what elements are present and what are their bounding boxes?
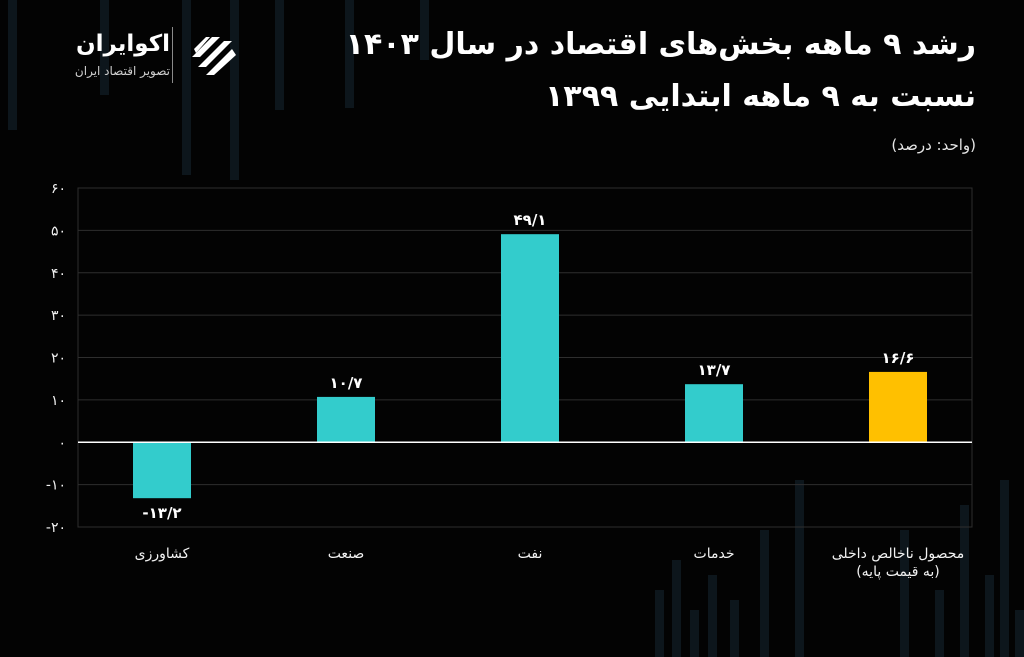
y-tick-label: ۳۰ [51, 308, 66, 324]
background-bar [230, 0, 239, 180]
data-label: ۱۶/۶ [882, 349, 915, 367]
background-bar [690, 610, 699, 657]
background-bar [985, 575, 994, 657]
x-tick-label-line: خدمات [693, 546, 735, 562]
data-label: ۱۳/۷ [698, 361, 731, 379]
bar [869, 371, 927, 443]
x-tick-label: صنعت [328, 546, 365, 564]
data-label: ۴۹/۱ [514, 211, 547, 229]
background-bar [672, 560, 681, 657]
x-tick-label: محصول ناخالص داخلی (به قیمت پایه) [832, 546, 965, 581]
ecoiran-stripes-logo-icon [192, 37, 236, 75]
value-labels: -۱۳/۲ ۱۰/۷ ۴۹/۱ ۱۳/۷ ۱۶/۶ [142, 211, 914, 522]
background-bar [275, 0, 284, 110]
background-bar [960, 505, 969, 657]
background-bar [100, 0, 109, 95]
x-tick-label-line: کشاورزی [134, 546, 190, 562]
y-tick-label: -۲۰ [46, 520, 66, 536]
x-tick-label: کشاورزی [135, 546, 190, 564]
bar [317, 396, 375, 443]
background-bar [420, 0, 429, 60]
logo-divider [172, 27, 173, 83]
background-bar [8, 0, 17, 130]
y-tick-label: -۱۰ [46, 478, 66, 494]
background-bar [730, 600, 739, 657]
y-tick-label: ۴۰ [51, 266, 66, 282]
x-tick-label-line: (به قیمت پایه) [856, 563, 940, 580]
background-bar [935, 590, 944, 657]
brand-name: اکوایران [75, 31, 170, 57]
y-tick-label: ۰ [58, 435, 66, 451]
background-bar [708, 575, 717, 657]
unit-note: (واحد: درصد) [891, 136, 976, 154]
x-tick-label-line: صنعت [327, 546, 365, 562]
x-tick-label-line: محصول ناخالص داخلی [831, 546, 965, 562]
background-bar [1000, 480, 1009, 657]
brand-tagline: تصویر اقتصاد ایران [74, 64, 170, 78]
data-label: ۱۰/۷ [330, 374, 363, 392]
x-tick-label-line: نفت [517, 546, 543, 562]
y-axis: -۲۰ -۱۰ ۰ ۱۰ ۲۰ ۳۰ ۴۰ ۵۰ ۶۰ [46, 181, 66, 536]
background-bar [900, 530, 909, 657]
bars [78, 234, 972, 499]
bar [685, 384, 743, 443]
background-bar [795, 480, 804, 657]
y-tick-label: ۱۰ [51, 393, 66, 409]
chart-title-line1: رشد ۹ ماهه بخش‌های اقتصاد در سال ۱۴۰۳ [345, 27, 976, 62]
y-tick-label: ۲۰ [51, 351, 66, 367]
bar [501, 234, 559, 443]
x-tick-label: خدمات [694, 546, 735, 564]
bar [133, 442, 191, 499]
data-label: -۱۳/۲ [142, 504, 181, 522]
y-tick-label: ۶۰ [51, 181, 66, 197]
background-bar [760, 530, 769, 657]
chart-title-line2: نسبت به ۹ ماهه ابتدایی ۱۳۹۹ [545, 79, 976, 114]
brand-logo: اکوایران تصویر اقتصاد ایران [38, 25, 248, 85]
y-tick-label: ۵۰ [51, 223, 66, 239]
grid-lines [77, 187, 973, 528]
x-tick-label: نفت [518, 546, 543, 564]
background-bar [655, 590, 664, 657]
background-bar [182, 0, 191, 175]
background-bar [345, 0, 354, 108]
background-bar [1015, 610, 1024, 657]
